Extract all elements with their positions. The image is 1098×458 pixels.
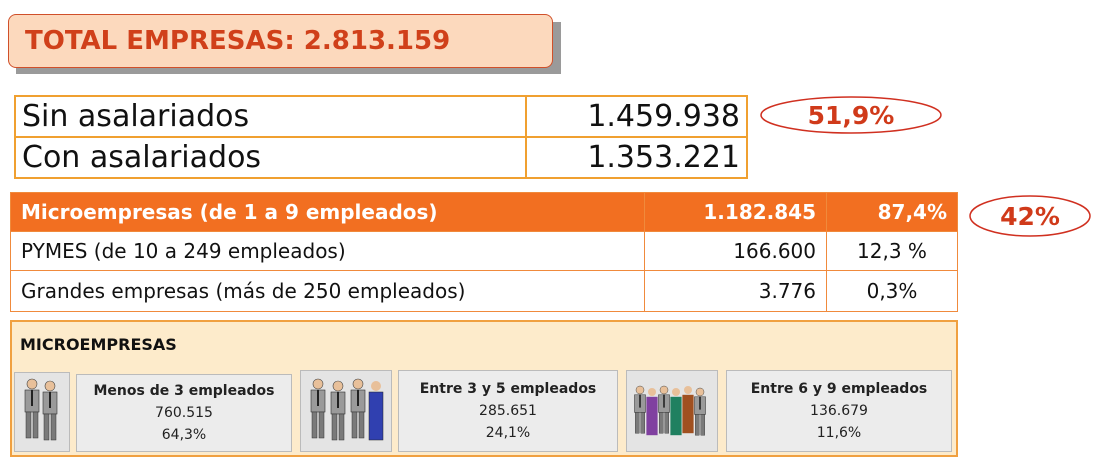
breakdown-share: 12,3 %: [826, 231, 958, 271]
group-box: Entre 3 y 5 empleados 285.651 24,1%: [398, 370, 618, 452]
breakdown-value: 166.600: [644, 231, 827, 271]
breakdown-label: Grandes empresas (más de 250 empleados): [10, 270, 645, 312]
summary-value: 1.353.221: [525, 136, 748, 179]
breakdown-share: 0,3%: [826, 270, 958, 312]
group-label: Menos de 3 empleados: [93, 383, 275, 399]
note-ellipse: [760, 96, 942, 134]
breakdown-share: 87,4%: [826, 192, 958, 232]
group-share: 64,3%: [161, 427, 207, 443]
breakdown-label: Microempresas (de 1 a 9 empleados): [10, 192, 645, 232]
micro-title: MICROEMPRESAS: [20, 335, 177, 354]
note-ellipse: [969, 195, 1091, 237]
group-box: Entre 6 y 9 empleados 136.679 11,6%: [726, 370, 952, 452]
summary-note: 51,9%: [808, 101, 895, 130]
group-count: 136.679: [810, 403, 868, 419]
icon-box: [300, 370, 392, 452]
breakdown-label: PYMES (de 10 a 249 empleados): [10, 231, 645, 271]
group-box: Menos de 3 empleados 760.515 64,3%: [76, 374, 292, 452]
title: TOTAL EMPRESAS: 2.813.159: [8, 14, 553, 68]
group-count: 760.515: [155, 405, 213, 421]
group-share: 24,1%: [485, 425, 531, 441]
group-label: Entre 3 y 5 empleados: [419, 381, 597, 397]
summary-label: Con asalariados: [14, 136, 527, 179]
icon-box: [626, 370, 718, 452]
breakdown-value: 3.776: [644, 270, 827, 312]
breakdown-note: 42%: [1000, 202, 1060, 231]
breakdown-value: 1.182.845: [644, 192, 827, 232]
group-share: 11,6%: [816, 425, 862, 441]
group-count: 285.651: [479, 403, 537, 419]
group-label: Entre 6 y 9 empleados: [750, 381, 928, 397]
icon-box: [14, 372, 70, 452]
